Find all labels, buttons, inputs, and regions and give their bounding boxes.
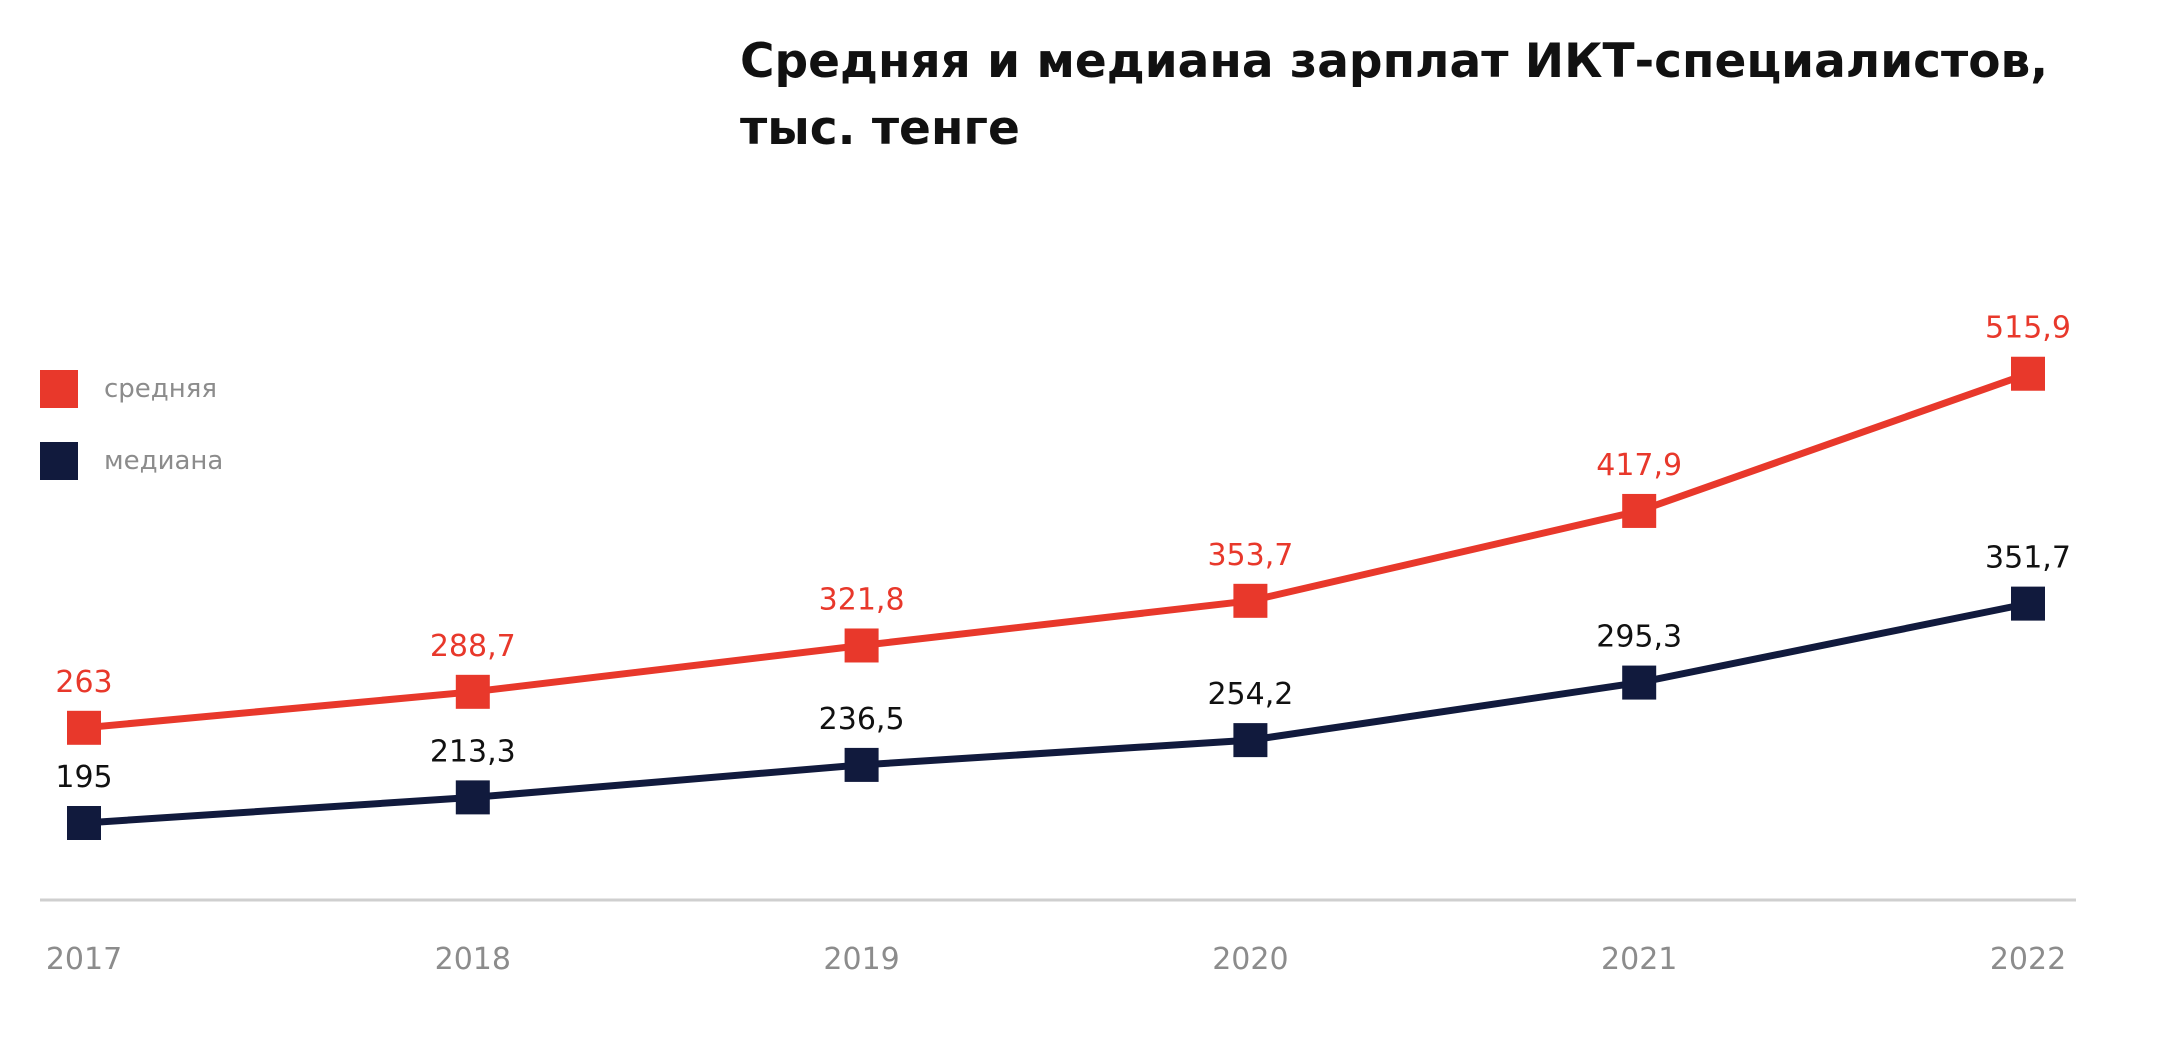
chart-title: Средняя и медиана зарплат ИКТ-специалист…	[740, 28, 2120, 162]
data-label-mean-2022: 515,9	[1985, 311, 2071, 346]
data-point-mean-2018	[455, 674, 490, 709]
data-label-median-2018: 213,3	[430, 734, 516, 769]
data-point-mean-2019	[844, 628, 879, 663]
data-point-median-2018	[455, 780, 490, 815]
data-point-median-2022	[2011, 586, 2045, 621]
data-point-median-2021	[1622, 665, 1657, 700]
data-label-median-2020: 254,2	[1207, 677, 1293, 712]
legend-item-median: медиана	[40, 441, 223, 481]
series-line-median	[80, 600, 2032, 827]
legend-item-mean: средняя	[40, 369, 217, 409]
data-label-mean-2019: 321,8	[819, 582, 905, 617]
data-point-median-2020	[1233, 723, 1268, 758]
data-point-median-2019	[844, 747, 879, 782]
data-label-median-2017: 195	[55, 760, 112, 795]
data-point-mean-2017	[67, 710, 101, 745]
data-label-mean-2018: 288,7	[430, 629, 516, 664]
data-label-mean-2021: 417,9	[1596, 448, 1682, 483]
data-label-mean-2017: 263	[55, 665, 112, 700]
x-tick-label-2020: 2020	[1212, 942, 1288, 977]
data-label-median-2021: 295,3	[1596, 620, 1682, 655]
chart-title-line-2: тыс. тенге	[740, 101, 1020, 156]
data-point-mean-2020	[1233, 583, 1268, 618]
data-label-mean-2020: 353,7	[1207, 538, 1293, 573]
legend-label-mean: средняя	[104, 374, 218, 404]
chart-title-line-1: Средняя и медиана зарплат ИКТ-специалист…	[740, 34, 2049, 89]
x-tick-label-2021: 2021	[1601, 942, 1677, 977]
data-label-median-2019: 236,5	[819, 702, 905, 737]
legend-swatch-mean	[40, 370, 78, 408]
legend-swatch-median	[40, 442, 78, 480]
series-line-mean	[80, 370, 2032, 732]
legend-label-median: медиана	[104, 446, 224, 476]
x-tick-label-2022: 2022	[1990, 942, 2066, 977]
x-tick-label-2019: 2019	[823, 942, 899, 977]
data-point-mean-2022	[2011, 356, 2045, 391]
x-tick-label-2018: 2018	[435, 942, 511, 977]
data-point-mean-2021	[1622, 493, 1657, 528]
data-point-median-2017	[67, 806, 101, 840]
data-label-median-2022: 351,7	[1985, 541, 2071, 576]
x-tick-label-2017: 2017	[46, 942, 122, 977]
